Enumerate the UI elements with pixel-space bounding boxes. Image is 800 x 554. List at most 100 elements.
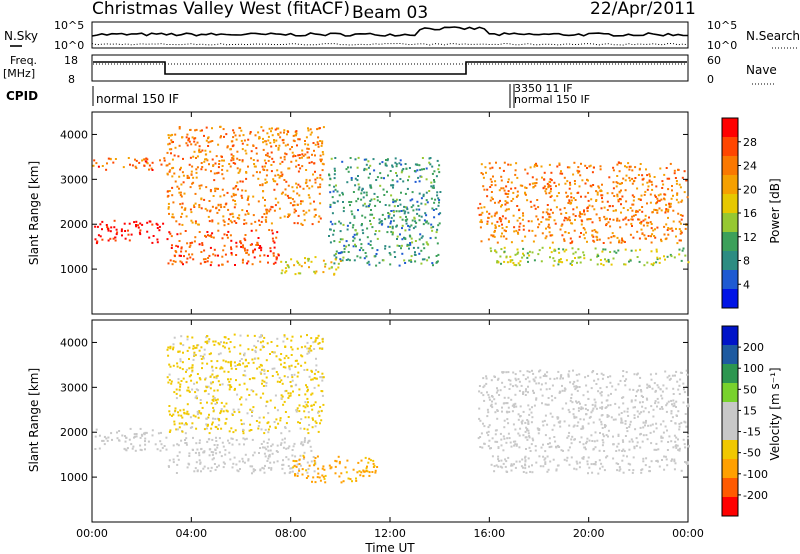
velocity-cell [599, 392, 602, 395]
velocity-cell [493, 470, 496, 473]
velocity-cell [505, 371, 508, 374]
velocity-cell [265, 381, 268, 384]
power-cell [321, 151, 324, 153]
power-cell [537, 226, 540, 229]
power-cell [171, 216, 174, 219]
velocity-cell [528, 413, 531, 416]
velocity-cell [562, 377, 564, 380]
power-cell [300, 200, 302, 203]
velocity-cell [256, 367, 259, 370]
velocity-cell [517, 418, 520, 421]
velocity-cell [628, 388, 631, 391]
velocity-cell [186, 349, 189, 352]
velocity-cell [235, 439, 238, 442]
power-cell [319, 176, 322, 179]
power-cell [308, 266, 310, 269]
power-cell [211, 219, 214, 222]
velocity-cell [218, 437, 221, 440]
power-cell [287, 184, 290, 187]
power-cell [113, 219, 116, 222]
power-cell [299, 202, 302, 205]
velocity-cell [622, 448, 625, 451]
velocity-cell [576, 424, 579, 427]
velocity-cell [219, 383, 222, 386]
velocity-cell [258, 366, 261, 369]
power-cell [622, 218, 625, 221]
velocity-cell [539, 376, 542, 379]
power-cell [678, 183, 681, 186]
velocity-cell [144, 440, 146, 443]
velocity-cell [313, 403, 315, 406]
power-cell [553, 219, 556, 222]
power-cell [480, 172, 483, 174]
velocity-cell [203, 390, 206, 393]
power-cell [335, 250, 338, 253]
power-cell [178, 126, 181, 128]
velocity-cell [317, 334, 320, 337]
velocity-cell [258, 336, 261, 339]
velocity-cell [570, 393, 573, 396]
power-cell [501, 204, 503, 207]
velocity-cell [661, 459, 663, 461]
velocity-cell [314, 425, 317, 428]
power-cell [270, 151, 273, 154]
power-cell [297, 272, 300, 275]
power-cell [507, 163, 510, 166]
velocity-cell [191, 336, 194, 339]
velocity-cell [338, 462, 341, 465]
power-cell [640, 220, 643, 223]
power-cell [221, 263, 224, 266]
velocity-cell [310, 460, 313, 463]
velocity-cell [644, 407, 647, 410]
power-cell [388, 204, 391, 207]
velocity-cell [132, 445, 135, 448]
velocity-cell [314, 340, 317, 343]
power-cell [320, 144, 323, 147]
velocity-cell [648, 386, 651, 388]
velocity-cell [575, 400, 577, 403]
power-cell [583, 209, 585, 212]
power-cell [367, 242, 370, 245]
velocity-cell [560, 449, 563, 452]
velocity-cell [280, 442, 283, 445]
power-cell [270, 130, 272, 133]
power-cell [423, 247, 426, 250]
velocity-cell [269, 449, 272, 452]
velocity-cell [514, 373, 517, 376]
power-cell [615, 251, 618, 254]
velocity-cell [250, 389, 253, 392]
power-cell [206, 231, 209, 233]
velocity-cell [214, 425, 217, 428]
velocity-cell [636, 373, 638, 376]
power-cell [374, 255, 377, 258]
velocity-cell [267, 466, 270, 469]
power-cell [328, 235, 330, 237]
velocity-cell [186, 410, 189, 413]
velocity-cell [541, 402, 543, 405]
y-tick-label: 1000 [60, 263, 88, 276]
power-cell [158, 229, 161, 232]
velocity-cell [575, 416, 578, 419]
power-cell [151, 241, 154, 244]
velocity-cell [249, 465, 252, 468]
power-cell [195, 171, 198, 174]
velocity-cell [244, 374, 247, 377]
power-cell [219, 195, 222, 198]
power-cell [433, 170, 436, 173]
power-cell [549, 256, 551, 259]
velocity-cell [170, 380, 173, 383]
power-cell [324, 265, 327, 268]
velocity-cell [355, 477, 357, 480]
velocity-cell [228, 384, 231, 387]
date-title: 22/Apr/2011 [590, 0, 696, 19]
power-cell [420, 175, 423, 178]
velocity-cell [242, 460, 244, 463]
velocity-cell [653, 382, 656, 385]
velocity-cell [347, 477, 350, 480]
power-cell [638, 260, 641, 263]
velocity-cell [525, 448, 527, 450]
velocity-cell [601, 465, 604, 468]
power-cell [250, 150, 253, 153]
power-cell [289, 148, 292, 151]
velocity-cell [266, 445, 269, 448]
